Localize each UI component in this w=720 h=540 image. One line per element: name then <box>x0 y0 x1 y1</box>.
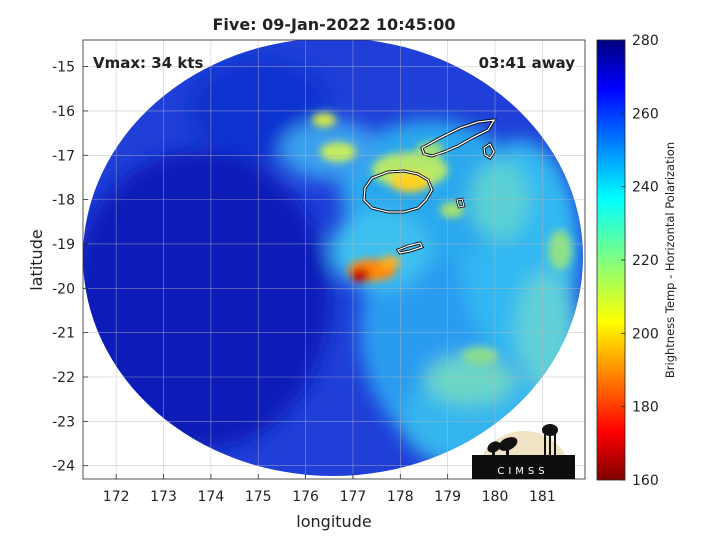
y-tick-label: -16 <box>52 104 75 120</box>
colorbar-tick-label: 200 <box>632 326 659 342</box>
axes-frame <box>82 39 586 480</box>
y-tick-label: -15 <box>52 60 75 76</box>
y-tick-label: -21 <box>52 326 75 342</box>
x-tick-label: 180 <box>482 489 509 505</box>
y-tick-label: -18 <box>52 193 75 209</box>
x-tick-label: 175 <box>245 489 272 505</box>
cimss-logo-text: CIMSS <box>497 466 548 477</box>
y-tick-label: -22 <box>52 370 75 386</box>
colorbar-ticks: 280 260 240 220 200 180 160 <box>621 33 659 489</box>
x-axis-label: longitude <box>296 512 371 531</box>
figure-title: Five: 09-Jan-2022 10:45:00 <box>212 15 455 34</box>
colorbar-label: Brightness Temp - Horizontal Polarizatio… <box>663 142 677 378</box>
y-axis-label: latitude <box>27 229 46 290</box>
x-tick-label: 177 <box>340 489 367 505</box>
x-tick-label: 176 <box>292 489 319 505</box>
x-tick-label: 172 <box>103 489 130 505</box>
y-tick-label: -17 <box>52 148 75 164</box>
coastlines <box>362 118 497 255</box>
colorbar-tick-label: 220 <box>632 253 659 269</box>
x-tick-label: 173 <box>150 489 177 505</box>
y-tick-label: -23 <box>52 414 75 430</box>
x-tick-label: 174 <box>198 489 225 505</box>
y-tick-label: -19 <box>52 237 75 253</box>
y-tick-label: -20 <box>52 281 75 297</box>
colorbar-tick-label: 240 <box>632 180 659 196</box>
x-tick-label: 181 <box>529 489 556 505</box>
vmax-annotation: Vmax: 34 kts <box>93 54 203 72</box>
time-away-annotation: 03:41 away <box>479 54 576 72</box>
y-tick-label: -24 <box>52 459 75 475</box>
y-axis-ticks: -15 -16 -17 -18 -19 -20 -21 -22 -23 -24 <box>52 60 88 475</box>
x-tick-label: 178 <box>387 489 414 505</box>
colorbar-gradient <box>596 39 626 481</box>
colorbar: 280 260 240 220 200 180 160 Brightness Temp - … <box>596 33 677 489</box>
x-axis-ticks: 172 173 174 175 176 177 178 179 180 181 <box>103 474 556 505</box>
colorbar-tick-label: 260 <box>632 106 659 122</box>
x-tick-label: 179 <box>434 489 461 505</box>
colorbar-tick-label: 180 <box>632 400 659 416</box>
cimss-logo: CIMSS <box>472 424 575 479</box>
colorbar-tick-label: 280 <box>632 33 659 49</box>
colorbar-tick-label: 160 <box>632 473 659 489</box>
